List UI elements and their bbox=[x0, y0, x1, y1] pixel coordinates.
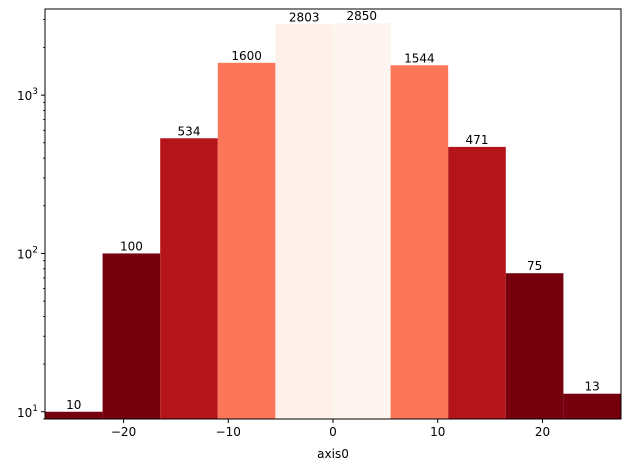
bar-value-label: 100 bbox=[120, 239, 143, 253]
x-tick-label: −10 bbox=[216, 425, 241, 439]
bar-value-label: 10 bbox=[66, 398, 81, 412]
bar-value-label: 13 bbox=[585, 380, 600, 394]
bar-7 bbox=[448, 146, 506, 419]
y-tick-exponent: 2 bbox=[32, 245, 38, 255]
bar-value-label: 2803 bbox=[289, 10, 320, 24]
bar-value-label: 1600 bbox=[231, 49, 262, 63]
bar-value-label: 75 bbox=[527, 259, 542, 273]
bar-value-label: 1544 bbox=[404, 51, 435, 65]
bar-3 bbox=[217, 62, 276, 419]
bar-6 bbox=[390, 65, 449, 419]
x-axis-label: axis0 bbox=[317, 447, 349, 461]
x-tick-label: 20 bbox=[535, 425, 550, 439]
bar-value-label: 534 bbox=[178, 124, 201, 138]
x-axis-ticks: −20 −10 0 10 20 bbox=[111, 419, 550, 439]
y-tick-exponent: 3 bbox=[32, 87, 38, 97]
y-tick-exponent: 1 bbox=[32, 404, 38, 414]
bar-0 bbox=[45, 411, 103, 419]
bar-2 bbox=[160, 138, 218, 419]
x-tick-label: 10 bbox=[430, 425, 445, 439]
bar-9 bbox=[563, 393, 621, 419]
x-tick-label: −20 bbox=[111, 425, 136, 439]
bar-1 bbox=[102, 253, 161, 419]
y-tick-base: 10 bbox=[17, 89, 32, 103]
bar-labels-group: 10 100 534 1600 2803 2850 1544 471 75 13 bbox=[66, 9, 600, 412]
y-tick-base: 10 bbox=[17, 247, 32, 261]
bar-value-label: 471 bbox=[466, 133, 489, 147]
bar-8 bbox=[505, 273, 564, 419]
bars-group bbox=[45, 23, 621, 420]
y-tick-base: 10 bbox=[17, 406, 32, 420]
x-tick-label: 0 bbox=[329, 425, 337, 439]
bar-5 bbox=[333, 23, 391, 419]
bar-value-label: 2850 bbox=[347, 9, 378, 23]
bar-4 bbox=[275, 24, 333, 420]
y-tick-label: 102 bbox=[17, 245, 38, 261]
y-tick-label: 101 bbox=[17, 404, 38, 420]
y-tick-label: 103 bbox=[17, 87, 38, 103]
plot-frame bbox=[44, 8, 622, 420]
